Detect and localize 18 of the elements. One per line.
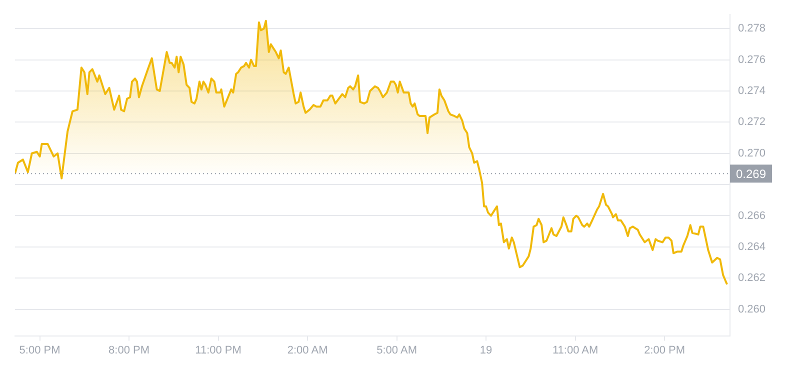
y-tick-label: 0.270 [738, 147, 766, 160]
y-tick-label: 0.260 [738, 303, 766, 316]
x-tick-label: 2:00 PM [644, 344, 686, 356]
y-tick-label: 0.262 [738, 272, 766, 284]
x-tick-label: 8:00 PM [108, 344, 150, 356]
y-tick-label: 0.264 [738, 240, 766, 253]
y-tick-label: 0.276 [738, 54, 766, 66]
x-tick-label: 2:00 AM [287, 344, 328, 356]
y-tick-label: 0.278 [738, 22, 766, 35]
y-tick-label: 0.266 [738, 210, 766, 222]
x-tick-label: 5:00 PM [19, 344, 60, 356]
x-tick-label: 5:00 AM [376, 344, 417, 356]
y-tick-label: 0.272 [738, 116, 766, 128]
x-tick-label: 11:00 PM [195, 344, 242, 356]
y-tick-label: 0.274 [738, 85, 766, 98]
x-tick-label: 11:00 AM [552, 344, 598, 356]
x-tick-label: 19 [480, 344, 492, 356]
ref-line-label: 0.269 [736, 166, 766, 181]
